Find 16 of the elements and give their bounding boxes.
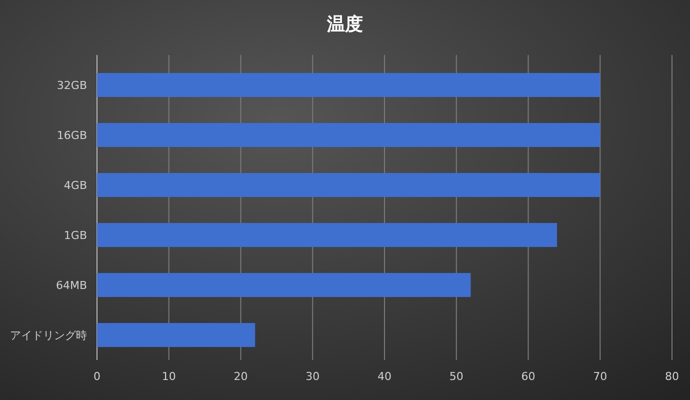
y-tick-label: 64MB	[56, 278, 87, 292]
y-tick-label: 1GB	[64, 228, 87, 242]
x-tick-label: 70	[593, 370, 608, 383]
y-tick-label: 16GB	[56, 128, 87, 142]
y-tick-label: アイドリング時	[10, 328, 87, 342]
x-tick-label: 0	[94, 370, 100, 383]
x-tick-label: 10	[162, 370, 176, 383]
x-tick-label: 80	[665, 370, 679, 383]
y-tick-label: 32GB	[56, 78, 87, 92]
x-tick-label: 20	[234, 370, 248, 383]
x-tick-label: 50	[449, 370, 464, 383]
chart-title: 温度	[326, 14, 363, 35]
y-tick-label: 4GB	[64, 178, 87, 192]
x-tick-label: 60	[521, 370, 536, 383]
x-tick-label: 40	[378, 370, 392, 383]
x-tick-label: 30	[306, 370, 320, 383]
